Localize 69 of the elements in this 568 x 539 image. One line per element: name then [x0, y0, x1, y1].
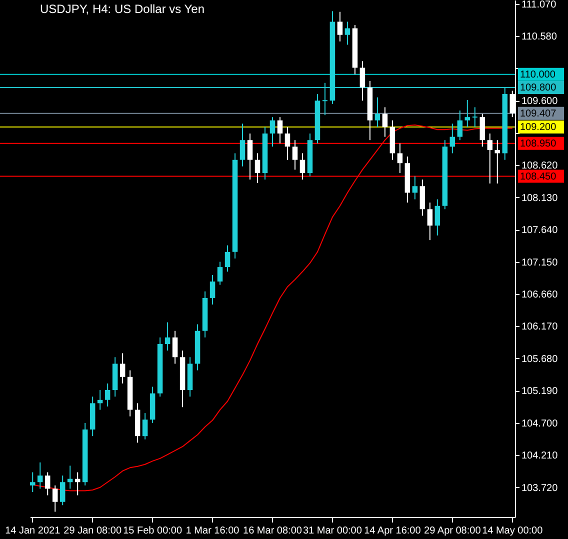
ref-line-label: 110.000 [520, 69, 556, 80]
y-tick-label: 105.680 [522, 354, 558, 365]
candlestick [44, 472, 50, 496]
candlestick [120, 352, 126, 384]
x-tick-label: 14 May 00:00 [482, 526, 544, 536]
chart-title: USDJPY, H4: US Dollar vs Yen [40, 2, 205, 16]
candlestick [457, 110, 463, 141]
x-tick-label: 15 Feb 00:00 [123, 526, 182, 536]
y-tick-label: 104.210 [522, 450, 558, 462]
candlestick [397, 142, 403, 174]
candlestick [382, 106, 388, 138]
candlestick [360, 60, 366, 102]
candlestick [427, 202, 433, 241]
x-tick-label: 1 Mar 16:00 [186, 526, 240, 536]
candlestick [164, 322, 170, 352]
y-tick-label: 110.580 [522, 32, 558, 43]
candlestick [300, 152, 306, 180]
candlestick [292, 140, 298, 170]
x-tick-label: 14 Jan 2021 [5, 526, 61, 536]
candlestick [434, 198, 440, 236]
x-tick-label: 29 Apr 08:00 [424, 526, 482, 536]
candlestick [480, 113, 486, 148]
x-tick-label: 29 Jan 08:00 [64, 526, 122, 536]
candlestick [472, 106, 478, 128]
candlestick [240, 123, 246, 167]
candlestick [337, 11, 343, 42]
ref-line-label: 109.800 [520, 82, 557, 94]
candlestick [270, 116, 276, 148]
candlestick [217, 261, 223, 286]
candlestick [210, 274, 216, 306]
candlestick [60, 475, 66, 506]
candlestick [224, 244, 230, 272]
y-tick-label: 106.660 [522, 290, 558, 301]
candlestick [464, 99, 470, 128]
y-tick-label: 103.720 [522, 482, 558, 494]
x-tick-label: 16 Mar 08:00 [243, 526, 302, 536]
candlestick [254, 152, 260, 184]
candlestick [247, 133, 253, 180]
y-tick-label: 107.150 [522, 257, 558, 268]
candlestick [344, 21, 350, 46]
x-tick-label: 14 Apr 16:00 [364, 526, 422, 536]
candlestick [30, 472, 36, 493]
candlestick [450, 123, 456, 154]
y-tick-label: 109.600 [522, 96, 558, 108]
candlestick [412, 176, 418, 200]
ref-line-label: 109.407 [520, 108, 557, 120]
y-tick-label: 108.620 [522, 160, 558, 172]
ref-line-label: 109.200 [520, 122, 557, 133]
ref-line-label: 108.950 [520, 138, 557, 150]
candlestick [487, 133, 493, 184]
candlestick [37, 462, 43, 490]
candlestick [104, 382, 110, 407]
y-tick-label: 106.170 [522, 322, 558, 333]
ref-line-label: 108.450 [520, 171, 557, 182]
y-tick-label: 104.700 [522, 418, 558, 430]
candlestick [142, 412, 148, 440]
y-tick-label: 111.070 [522, 0, 557, 10]
y-tick-label: 108.130 [522, 192, 558, 204]
x-tick-label: 31 Mar 00:00 [303, 526, 362, 536]
candlestick [494, 140, 500, 184]
candlestick [52, 484, 58, 512]
candlestick [284, 126, 290, 160]
candlestick [374, 96, 380, 128]
candlestick [322, 82, 328, 116]
y-tick-label: 107.640 [522, 225, 558, 236]
candlestick [277, 116, 283, 144]
y-tick-label: 105.190 [522, 386, 558, 398]
candlestick [172, 330, 178, 364]
candlestick [420, 179, 426, 216]
